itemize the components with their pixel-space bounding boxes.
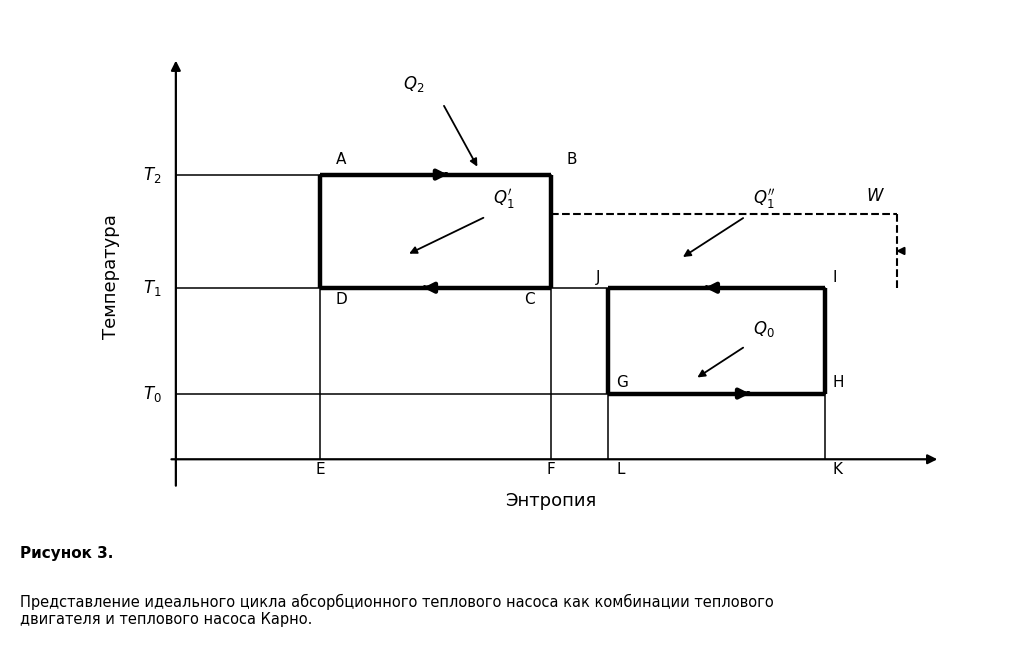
Text: $T_2$: $T_2$ <box>143 165 161 185</box>
Text: Температура: Температура <box>102 214 120 339</box>
Text: K: K <box>832 462 842 476</box>
Text: D: D <box>335 292 347 306</box>
Text: L: L <box>615 462 625 476</box>
Text: $T_0$: $T_0$ <box>143 384 161 403</box>
Text: G: G <box>615 374 628 389</box>
Text: I: I <box>832 270 837 285</box>
Text: Энтропия: Энтропия <box>504 492 596 510</box>
Text: J: J <box>595 270 600 285</box>
Text: H: H <box>832 374 844 389</box>
Text: E: E <box>315 462 325 476</box>
Text: B: B <box>567 152 577 167</box>
Text: $W$: $W$ <box>865 187 883 205</box>
Text: $Q_2$: $Q_2$ <box>403 74 424 94</box>
Text: $T_1$: $T_1$ <box>143 277 161 298</box>
Text: Представление идеального цикла абсорбционного теплового насоса как комбинации те: Представление идеального цикла абсорбцио… <box>20 594 773 627</box>
Text: $Q_1''$: $Q_1''$ <box>752 187 774 211</box>
Text: C: C <box>524 292 534 306</box>
Text: $Q_1'$: $Q_1'$ <box>492 187 514 211</box>
Text: F: F <box>546 462 554 476</box>
Text: Рисунок 3.: Рисунок 3. <box>20 546 114 561</box>
Text: $Q_0$: $Q_0$ <box>752 319 773 339</box>
Text: A: A <box>335 152 346 167</box>
